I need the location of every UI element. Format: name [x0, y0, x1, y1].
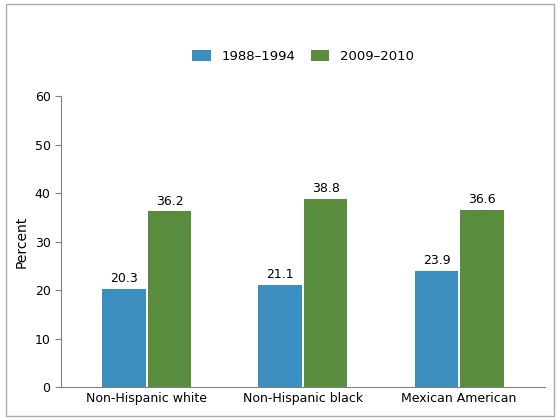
- Y-axis label: Percent: Percent: [15, 215, 29, 268]
- Legend: 1988–1994, 2009–2010: 1988–1994, 2009–2010: [192, 50, 414, 63]
- Text: 23.9: 23.9: [423, 254, 450, 267]
- Text: 20.3: 20.3: [110, 272, 138, 285]
- Bar: [414, 271, 458, 387]
- Bar: [460, 210, 503, 387]
- Text: 36.2: 36.2: [156, 194, 183, 207]
- Text: 21.1: 21.1: [267, 268, 294, 281]
- Bar: [259, 285, 302, 387]
- Bar: [304, 199, 348, 387]
- Bar: [102, 289, 146, 387]
- Text: 38.8: 38.8: [312, 182, 339, 195]
- Text: 36.6: 36.6: [468, 193, 496, 206]
- Bar: [148, 212, 192, 387]
